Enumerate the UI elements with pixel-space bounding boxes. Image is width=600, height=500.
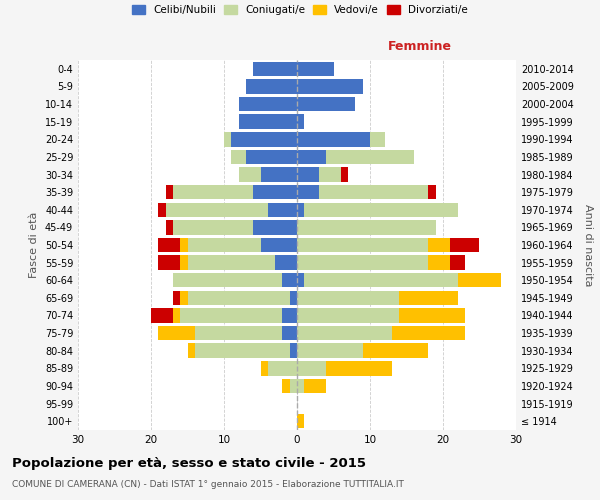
Bar: [428, 185, 436, 200]
Bar: [224, 132, 232, 146]
Bar: [297, 114, 304, 129]
Bar: [166, 220, 173, 234]
Bar: [297, 256, 428, 270]
Bar: [326, 150, 414, 164]
Bar: [232, 150, 246, 164]
Bar: [290, 290, 297, 305]
Bar: [158, 202, 166, 217]
Bar: [283, 378, 290, 393]
Bar: [151, 308, 173, 322]
Bar: [253, 62, 297, 76]
Bar: [297, 414, 304, 428]
Bar: [158, 256, 180, 270]
Bar: [195, 344, 290, 358]
Bar: [180, 308, 283, 322]
Bar: [297, 290, 399, 305]
Bar: [180, 290, 187, 305]
Bar: [188, 256, 275, 270]
Bar: [428, 256, 450, 270]
Bar: [173, 185, 253, 200]
Bar: [428, 238, 450, 252]
Bar: [283, 326, 297, 340]
Bar: [158, 238, 180, 252]
Bar: [304, 378, 326, 393]
Bar: [268, 361, 297, 376]
Bar: [283, 273, 297, 287]
Bar: [458, 273, 502, 287]
Bar: [246, 79, 297, 94]
Bar: [239, 168, 260, 181]
Bar: [166, 202, 268, 217]
Bar: [450, 256, 465, 270]
Bar: [362, 344, 428, 358]
Bar: [173, 308, 180, 322]
Y-axis label: Fasce di età: Fasce di età: [29, 212, 39, 278]
Bar: [297, 150, 326, 164]
Bar: [297, 238, 428, 252]
Bar: [450, 238, 479, 252]
Bar: [260, 361, 268, 376]
Bar: [297, 202, 304, 217]
Bar: [370, 132, 385, 146]
Bar: [166, 185, 173, 200]
Bar: [246, 150, 297, 164]
Bar: [326, 361, 392, 376]
Bar: [239, 114, 297, 129]
Text: Popolazione per età, sesso e stato civile - 2015: Popolazione per età, sesso e stato civil…: [12, 458, 366, 470]
Bar: [260, 168, 297, 181]
Bar: [341, 168, 348, 181]
Bar: [297, 273, 304, 287]
Bar: [319, 168, 341, 181]
Bar: [173, 290, 180, 305]
Bar: [173, 273, 283, 287]
Bar: [297, 344, 362, 358]
Bar: [187, 290, 290, 305]
Bar: [297, 62, 334, 76]
Bar: [187, 344, 195, 358]
Y-axis label: Anni di nascita: Anni di nascita: [583, 204, 593, 286]
Bar: [297, 79, 362, 94]
Bar: [260, 238, 297, 252]
Bar: [304, 202, 458, 217]
Text: Femmine: Femmine: [388, 40, 452, 52]
Bar: [283, 308, 297, 322]
Bar: [180, 238, 187, 252]
Bar: [268, 202, 297, 217]
Bar: [297, 378, 304, 393]
Bar: [297, 168, 319, 181]
Bar: [304, 273, 458, 287]
Bar: [180, 256, 187, 270]
Bar: [297, 308, 399, 322]
Bar: [297, 132, 370, 146]
Bar: [297, 326, 392, 340]
Bar: [319, 185, 428, 200]
Bar: [173, 220, 253, 234]
Bar: [290, 378, 297, 393]
Bar: [399, 308, 465, 322]
Bar: [297, 185, 319, 200]
Bar: [297, 97, 355, 112]
Bar: [195, 326, 283, 340]
Legend: Celibi/Nubili, Coniugati/e, Vedovi/e, Divorziati/e: Celibi/Nubili, Coniugati/e, Vedovi/e, Di…: [132, 5, 468, 15]
Bar: [253, 220, 297, 234]
Bar: [392, 326, 465, 340]
Bar: [399, 290, 458, 305]
Bar: [239, 97, 297, 112]
Bar: [290, 344, 297, 358]
Text: COMUNE DI CAMERANA (CN) - Dati ISTAT 1° gennaio 2015 - Elaborazione TUTTITALIA.I: COMUNE DI CAMERANA (CN) - Dati ISTAT 1° …: [12, 480, 404, 489]
Bar: [297, 361, 326, 376]
Bar: [297, 220, 436, 234]
Bar: [275, 256, 297, 270]
Bar: [232, 132, 297, 146]
Bar: [158, 326, 195, 340]
Bar: [187, 238, 260, 252]
Bar: [253, 185, 297, 200]
